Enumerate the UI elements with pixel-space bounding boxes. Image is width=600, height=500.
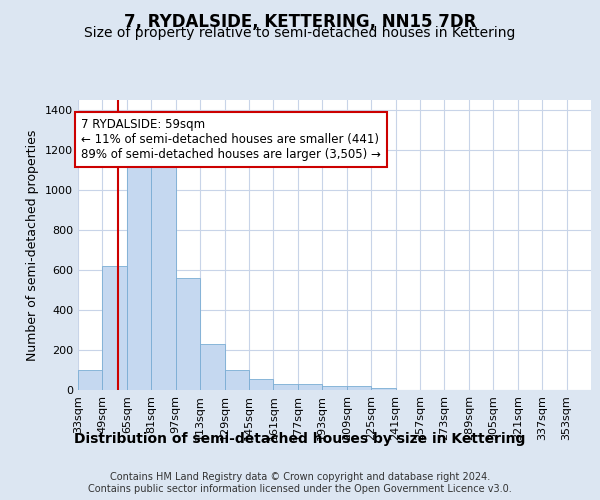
Bar bbox=[298, 384, 322, 390]
Text: 7 RYDALSIDE: 59sqm
← 11% of semi-detached houses are smaller (441)
89% of semi-d: 7 RYDALSIDE: 59sqm ← 11% of semi-detache… bbox=[81, 118, 381, 161]
Y-axis label: Number of semi-detached properties: Number of semi-detached properties bbox=[26, 130, 40, 360]
Bar bbox=[371, 388, 395, 390]
Text: Distribution of semi-detached houses by size in Kettering: Distribution of semi-detached houses by … bbox=[74, 432, 526, 446]
Bar bbox=[127, 164, 151, 390]
Bar bbox=[322, 386, 347, 390]
Text: 7, RYDALSIDE, KETTERING, NN15 7DR: 7, RYDALSIDE, KETTERING, NN15 7DR bbox=[124, 12, 476, 30]
Text: Size of property relative to semi-detached houses in Kettering: Size of property relative to semi-detach… bbox=[85, 26, 515, 40]
Bar bbox=[103, 266, 127, 390]
Bar bbox=[200, 344, 224, 390]
Bar bbox=[151, 164, 176, 390]
Bar bbox=[347, 386, 371, 390]
Bar bbox=[78, 370, 103, 390]
Bar bbox=[274, 384, 298, 390]
Text: Contains HM Land Registry data © Crown copyright and database right 2024.
Contai: Contains HM Land Registry data © Crown c… bbox=[88, 472, 512, 494]
Bar bbox=[249, 379, 274, 390]
Bar bbox=[224, 370, 249, 390]
Bar bbox=[176, 278, 200, 390]
